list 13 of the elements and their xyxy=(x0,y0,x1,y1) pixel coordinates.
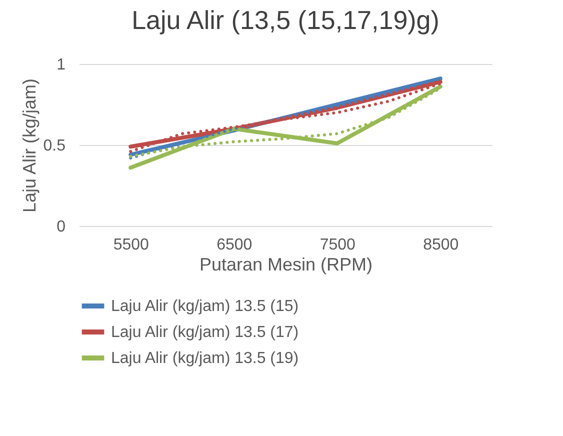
legend-label: Laju Alir (kg/jam) 13.5 (19) xyxy=(111,350,299,367)
y-axis-title: Laju Alir (kg/jam) xyxy=(19,78,40,213)
legend-label: Laju Alir (kg/jam) 13.5 (17) xyxy=(111,324,299,341)
x-tick-label: 7500 xyxy=(320,236,356,254)
x-tick-label: 8500 xyxy=(423,236,459,254)
y-tick-label: 1 xyxy=(56,56,66,74)
chart-title: Laju Alir (13,5 (15,17,19)g) xyxy=(132,5,440,35)
y-tick-label: 0 xyxy=(56,218,66,236)
y-tick-label: 0.5 xyxy=(43,138,66,154)
x-tick-label: 6500 xyxy=(216,236,252,254)
x-tick-label: 5500 xyxy=(113,236,150,254)
legend-label: Laju Alir (kg/jam) 13.5 (15) xyxy=(111,298,299,315)
x-axis-title: Putaran Mesin (RPM) xyxy=(199,254,373,274)
